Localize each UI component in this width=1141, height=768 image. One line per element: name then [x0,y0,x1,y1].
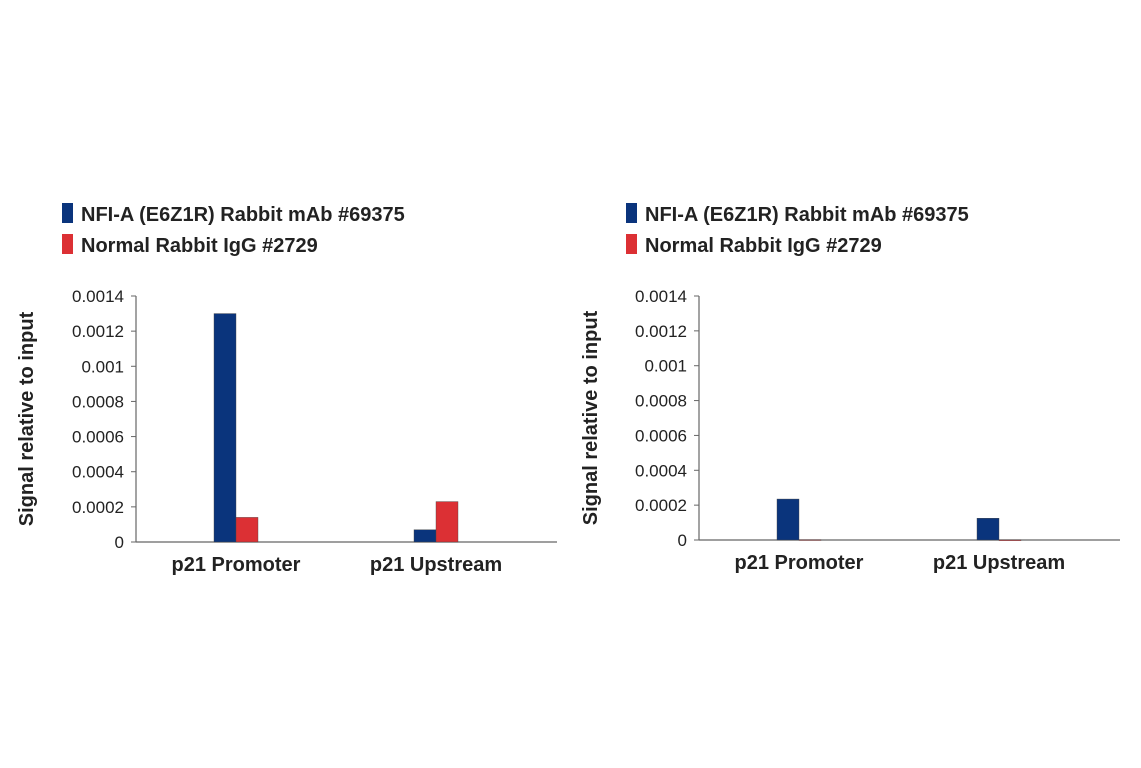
legend-swatch [62,203,73,223]
bar-nfia-1 [976,518,1000,541]
legend-swatch [626,234,637,254]
y-axis-label: Signal relative to input [580,310,602,525]
bar-igg-1 [998,539,1022,541]
y-tick-label: 0.0008 [72,392,124,411]
y-tick-label: 0 [115,533,124,552]
y-tick-label: 0.0004 [635,461,687,480]
legend-label: NFI-A (E6Z1R) Rabbit mAb #69375 [81,204,405,226]
y-tick-label: 0 [678,531,687,550]
legend-label: Normal Rabbit IgG #2729 [81,235,318,257]
y-tick-label: 0.0002 [635,496,687,515]
y-tick-label: 0.0012 [72,322,124,341]
legend-swatch [626,203,637,223]
y-tick-label: 0.001 [81,357,124,376]
y-tick-label: 0.001 [644,357,687,376]
legend-swatch [62,234,73,254]
y-tick-label: 0.0004 [72,463,124,482]
legend-label: Normal Rabbit IgG #2729 [645,235,882,257]
bar-igg-0 [798,539,822,541]
x-category-label: p21 Promoter [172,554,301,576]
y-axis-label: Signal relative to input [16,311,38,526]
y-tick-label: 0.0006 [72,428,124,447]
y-tick-label: 0.0006 [635,426,687,445]
y-tick-label: 0.0012 [635,322,687,341]
x-category-label: p21 Upstream [933,552,1065,574]
bar-nfia-0 [213,313,237,543]
y-tick-label: 0.0002 [72,498,124,517]
bar-nfia-1 [413,529,437,543]
bar-igg-1 [435,501,459,543]
bar-igg-0 [235,517,259,543]
y-tick-label: 0.0008 [635,392,687,411]
y-tick-label: 0.0014 [635,287,687,306]
x-category-label: p21 Upstream [370,554,502,576]
chart-1: NFI-A (E6Z1R) Rabbit mAb #69375 Normal Ra… [16,203,557,576]
legend-label: NFI-A (E6Z1R) Rabbit mAb #69375 [645,204,969,226]
x-category-label: p21 Promoter [735,552,864,574]
y-tick-label: 0.0014 [72,287,124,306]
bar-nfia-0 [776,498,800,541]
chart-2: NFI-A (E6Z1R) Rabbit mAb #69375 Normal Ra… [580,203,1120,574]
